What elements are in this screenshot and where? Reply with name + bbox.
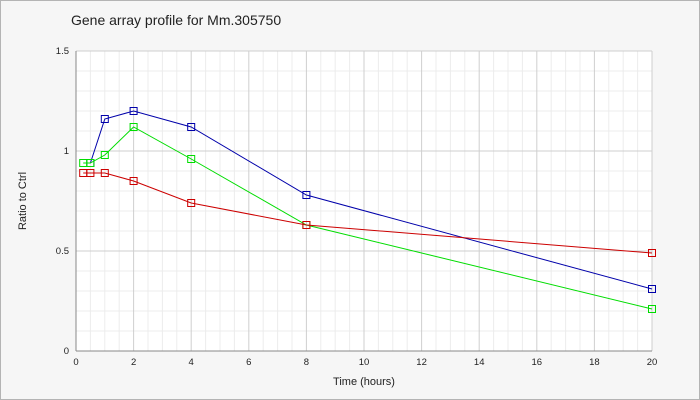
x-tick-label: 4 xyxy=(189,357,194,368)
data-point[interactable] xyxy=(187,199,196,207)
data-point[interactable] xyxy=(648,285,656,293)
series-line xyxy=(89,110,653,290)
series-3 xyxy=(79,169,656,257)
x-axis-label: Time (hours) xyxy=(333,376,395,388)
x-tick-label: 6 xyxy=(246,357,251,368)
y-tick-label: 0.5 xyxy=(56,246,69,257)
y-tick-label: 1.5 xyxy=(56,46,69,57)
data-point[interactable] xyxy=(100,115,109,123)
y-tick-label: 1 xyxy=(64,146,69,157)
data-point[interactable] xyxy=(302,221,311,229)
series-group xyxy=(79,107,656,313)
x-tick-label: 2 xyxy=(131,357,136,368)
y-axis-label: Ratio to Ctrl xyxy=(17,172,29,230)
chart-title: Gene array profile for Mm.305750 xyxy=(71,12,281,28)
data-point[interactable] xyxy=(302,191,311,199)
x-tick-label: 16 xyxy=(532,357,543,368)
y-tick-label: 0 xyxy=(64,346,69,357)
x-tick-label: 12 xyxy=(416,357,427,368)
x-tick-label: 18 xyxy=(589,357,600,368)
data-point[interactable] xyxy=(129,123,138,131)
data-point[interactable] xyxy=(100,169,109,177)
data-point[interactable] xyxy=(187,155,196,163)
data-point[interactable] xyxy=(129,177,138,185)
series-line xyxy=(83,172,653,254)
data-point[interactable] xyxy=(86,159,95,167)
grid xyxy=(75,50,653,352)
data-point[interactable] xyxy=(648,305,656,313)
data-point[interactable] xyxy=(129,107,138,115)
x-tick-label: 8 xyxy=(304,357,309,368)
data-point[interactable] xyxy=(648,249,656,257)
x-tick-label: 14 xyxy=(474,357,485,368)
x-tick-label: 20 xyxy=(647,357,658,368)
tick-labels: 0 2 4 6 8 10 12 14 16 18 20 0 0.5 1 1.5 xyxy=(56,46,658,368)
x-tick-label: 0 xyxy=(73,357,78,368)
data-point[interactable] xyxy=(187,123,196,131)
x-tick-label: 10 xyxy=(359,357,370,368)
data-point[interactable] xyxy=(100,151,109,159)
data-point[interactable] xyxy=(86,169,95,177)
